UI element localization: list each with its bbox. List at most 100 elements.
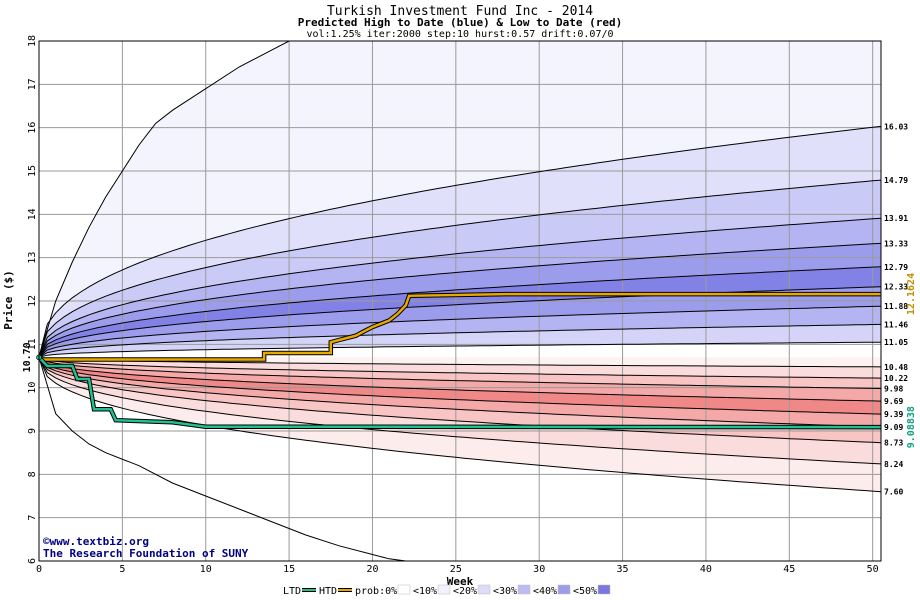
legend-swatch [517, 584, 531, 595]
high-band-line [39, 305, 881, 358]
legend-label-band: <20% [453, 586, 477, 597]
y-tick-label: 15 [27, 165, 38, 177]
low-band-value-label: 10.48 [884, 363, 908, 372]
chart-subtitle: Predicted High to Date (blue) & Low to D… [298, 16, 623, 29]
high-band-line [39, 323, 881, 358]
legend-swatch [397, 584, 411, 595]
high-band-fill [39, 286, 881, 358]
low-band-fill [39, 357, 881, 428]
plot-frame [38, 40, 882, 562]
low-band-line [39, 356, 881, 368]
credit-line-1: ©www.textbiz.org [43, 535, 149, 548]
low-band-fill [39, 357, 881, 492]
legend-label-htd: HTD [319, 586, 337, 597]
y-tick-label: 8 [27, 471, 38, 477]
x-tick-label: 25 [450, 564, 462, 575]
low-band-fill [39, 357, 881, 561]
low-band-value-label: 9.39 [884, 410, 903, 419]
high-band-value-label: 13.33 [884, 239, 908, 248]
low-band-value-label: 8.73 [884, 439, 903, 448]
low-band-line [39, 356, 881, 415]
low-band-fill [39, 357, 881, 443]
low-band-line [39, 357, 881, 493]
credit-line-2: The Research Foundation of SUNY [43, 547, 249, 560]
y-axis-label: Price ($) [2, 270, 15, 330]
legend-label-band: <10% [413, 586, 437, 597]
low-band-value-label: 9.69 [884, 397, 903, 406]
chart-params: vol:1.25% iter:2000 step:10 hurst:0.57 d… [306, 29, 613, 40]
x-tick-label: 50 [867, 564, 879, 575]
envelope-low-line [39, 357, 406, 561]
high-band-value-label: 12.33 [884, 283, 908, 292]
x-tick-label: 0 [36, 564, 42, 575]
high-band-value-label: 14.79 [884, 176, 908, 185]
high-band-value-label: 11.46 [884, 320, 908, 329]
legend-label-band: <30% [493, 586, 517, 597]
low-band-line [39, 357, 881, 465]
y-tick-label: 11 [27, 338, 38, 350]
high-band-line [39, 266, 881, 358]
high-band-fill [39, 266, 881, 358]
plot-area: 0 5 10 15 20 25 30 35 40 45 50 6 7 8 9 10 11 12 13 14 15 16 17… [22, 35, 917, 597]
htd-series-line [39, 292, 881, 361]
y-tick-label: 7 [27, 515, 38, 521]
x-tick-label: 10 [200, 564, 212, 575]
high-band-fill [39, 41, 881, 358]
start-price-label: 10.70 [22, 342, 33, 372]
low-band-fill [39, 357, 881, 415]
y-tick-label: 12 [27, 295, 38, 307]
x-tick-label: 20 [366, 564, 378, 575]
low-band-value-label: 9.98 [884, 385, 903, 394]
low-band-line [39, 356, 881, 402]
y-tick-label: 17 [27, 78, 38, 90]
low-band-line [39, 356, 881, 379]
low-band-fill [39, 357, 881, 402]
x-tick-label: 45 [783, 564, 795, 575]
y-tick-label: 14 [27, 208, 38, 220]
high-band-line [39, 125, 881, 358]
y-tick-label: 13 [27, 252, 38, 264]
legend-label-band: prob:0% [355, 586, 397, 597]
high-band-value-label: 12.79 [884, 263, 908, 272]
low-band-value-label: 10.22 [884, 374, 908, 383]
htd-final-value: 12.1624 [906, 273, 917, 315]
legend-label-band: <40% [533, 586, 557, 597]
high-band-value-label: 16.03 [884, 122, 908, 131]
x-tick-label: 35 [617, 564, 629, 575]
high-band-fill [39, 243, 881, 358]
y-tick-label: 9 [27, 428, 38, 434]
low-band-value-label: 9.09 [884, 423, 903, 432]
y-tick-label: 6 [27, 558, 38, 564]
high-band-line [39, 341, 881, 358]
y-tick-label: 18 [27, 35, 38, 47]
x-tick-label: 15 [283, 564, 295, 575]
low-band-fill [39, 357, 881, 464]
legend-label-band: <50% [573, 586, 597, 597]
low-band-line [39, 356, 881, 428]
high-band-fill [39, 306, 881, 358]
envelope-high-line [39, 41, 290, 358]
chart-title: Turkish Investment Fund Inc - 2014 [327, 4, 593, 19]
x-axis-label: Week [447, 575, 474, 588]
low-band-line [39, 357, 881, 444]
high-band-value-label: 11.88 [884, 302, 908, 311]
high-band-fill [39, 180, 881, 358]
y-tick-label: 10 [27, 382, 38, 394]
high-band-line [39, 217, 881, 358]
band-curves [39, 41, 881, 561]
x-tick-label: 30 [533, 564, 545, 575]
legend-swatch [437, 584, 451, 595]
ltd-series-line [39, 356, 881, 429]
legend-swatch [597, 584, 611, 595]
legend-swatch [557, 584, 571, 595]
legend [302, 584, 611, 595]
high-band-fill [39, 324, 881, 358]
high-band-line [39, 179, 881, 358]
low-band-value-label: 8.24 [884, 460, 903, 469]
high-band-fill [39, 126, 881, 358]
ltd-final-value: 9.08838 [906, 406, 917, 448]
high-band-value-label: 13.91 [884, 214, 908, 223]
high-band-fill [39, 342, 881, 358]
